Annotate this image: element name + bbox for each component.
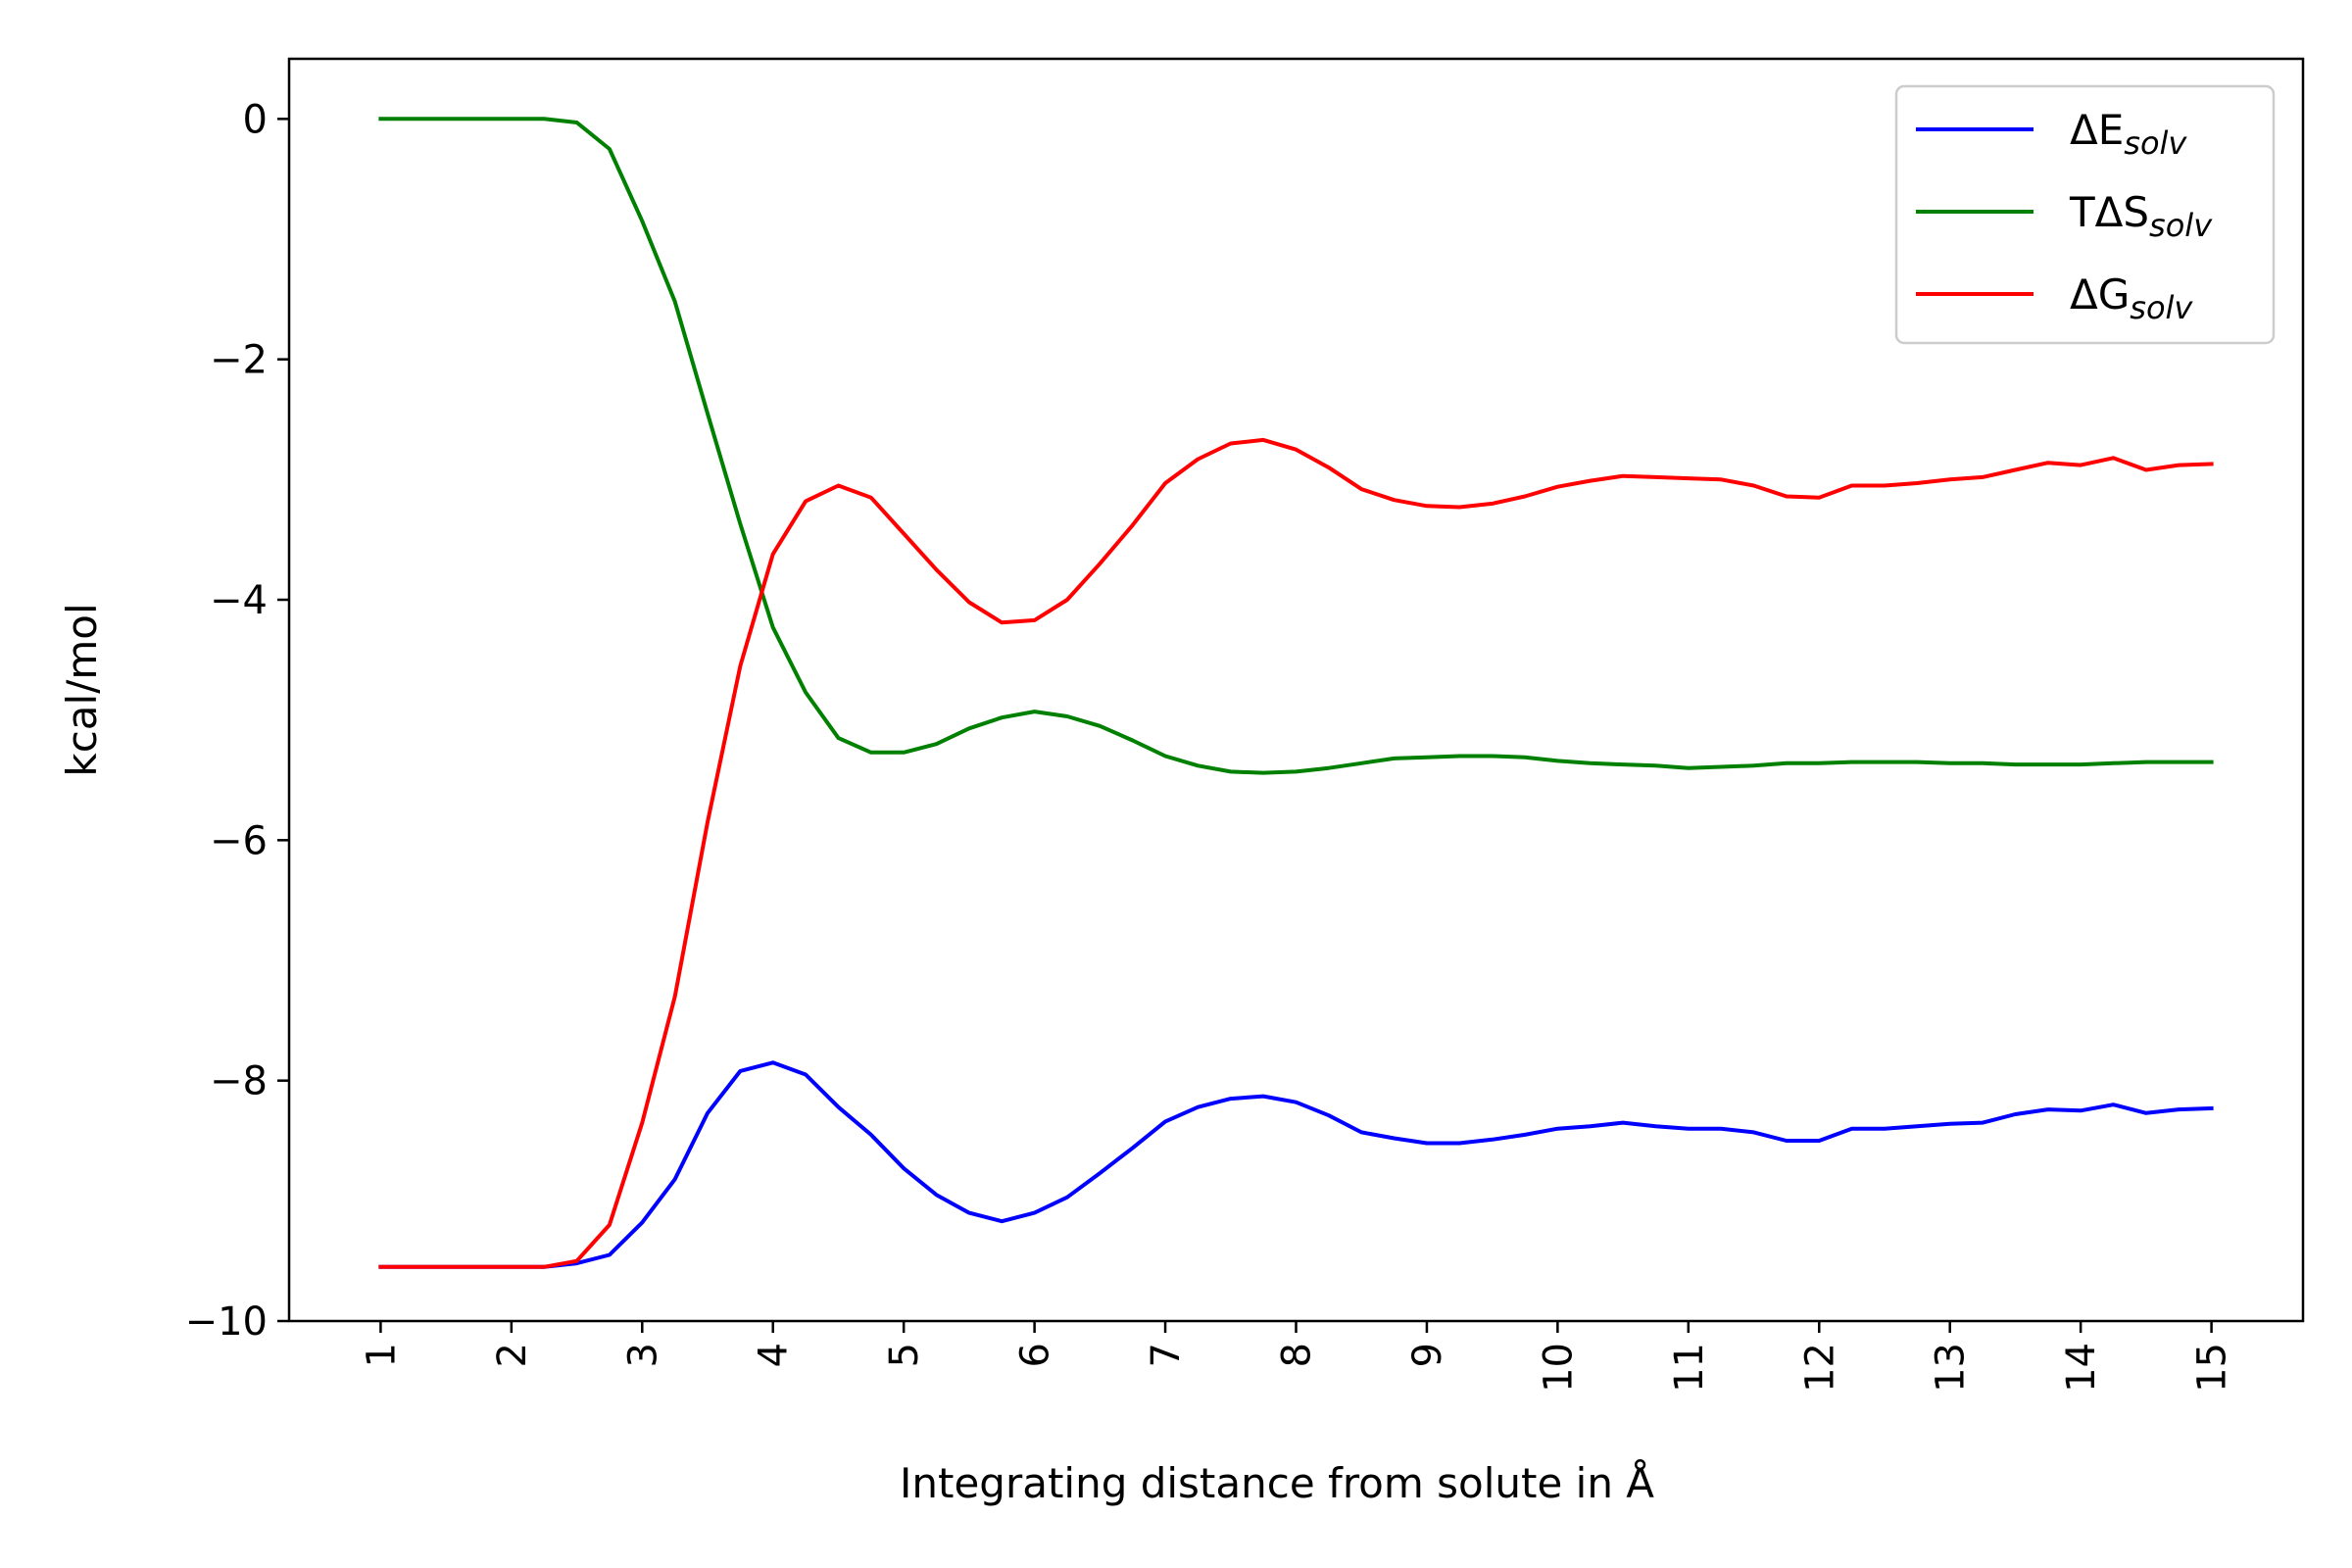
x-tick-label: 8 [1275, 1343, 1320, 1367]
y-tick-label: −6 [210, 818, 268, 863]
x-tick-label: 9 [1405, 1343, 1450, 1367]
series-line-1 [378, 117, 2214, 775]
series-line-2 [378, 437, 2214, 1269]
x-tick-label: 1 [359, 1343, 404, 1367]
x-axis-title: Integrating distance from solute in Å [900, 1458, 1654, 1507]
x-tick-label: 13 [1929, 1343, 1974, 1393]
y-axis-title: kcal/mol [58, 603, 106, 776]
legend-label-main: TΔS [2069, 188, 2149, 236]
series-line-0 [378, 1060, 2214, 1269]
legend-label-main: ΔE [2070, 106, 2124, 154]
legend-label-0: ΔEsolv [2070, 106, 2187, 162]
series-layer [378, 117, 2214, 1269]
x-tick-label: 2 [490, 1343, 535, 1367]
x-tick-label: 12 [1797, 1343, 1842, 1393]
x-tick-label: 15 [2190, 1343, 2235, 1393]
x-tick-label: 5 [882, 1343, 927, 1367]
legend-box [1894, 84, 2276, 345]
x-axis: 1 2 3 4 5 6 7 8 9 10 11 12 13 14 15 [359, 1321, 2235, 1393]
legend-label-subscript: solv [2149, 207, 2213, 244]
x-tick-label: 7 [1144, 1343, 1189, 1367]
legend-label-subscript: solv [2124, 124, 2187, 162]
y-tick-label: −2 [210, 338, 268, 383]
x-tick-label: 11 [1667, 1343, 1712, 1393]
legend-label-main: ΔG [2070, 270, 2130, 318]
x-tick-label: 4 [752, 1343, 797, 1367]
y-tick-label: −4 [210, 578, 268, 623]
y-tick-label: 0 [243, 97, 268, 142]
y-tick-label: −10 [185, 1299, 268, 1345]
legend-label-1: TΔSsolv [2069, 188, 2213, 244]
y-tick-label: −8 [210, 1059, 268, 1104]
legend-label-subscript: solv [2130, 289, 2193, 326]
x-tick-label: 10 [1536, 1343, 1581, 1393]
legend-label-2: ΔGsolv [2070, 270, 2193, 326]
y-axis: 0 −2 −4 −6 −8 −10 [185, 97, 289, 1345]
x-tick-label: 3 [620, 1343, 665, 1367]
x-tick-label: 6 [1013, 1343, 1058, 1367]
x-tick-label: 14 [2059, 1343, 2104, 1393]
